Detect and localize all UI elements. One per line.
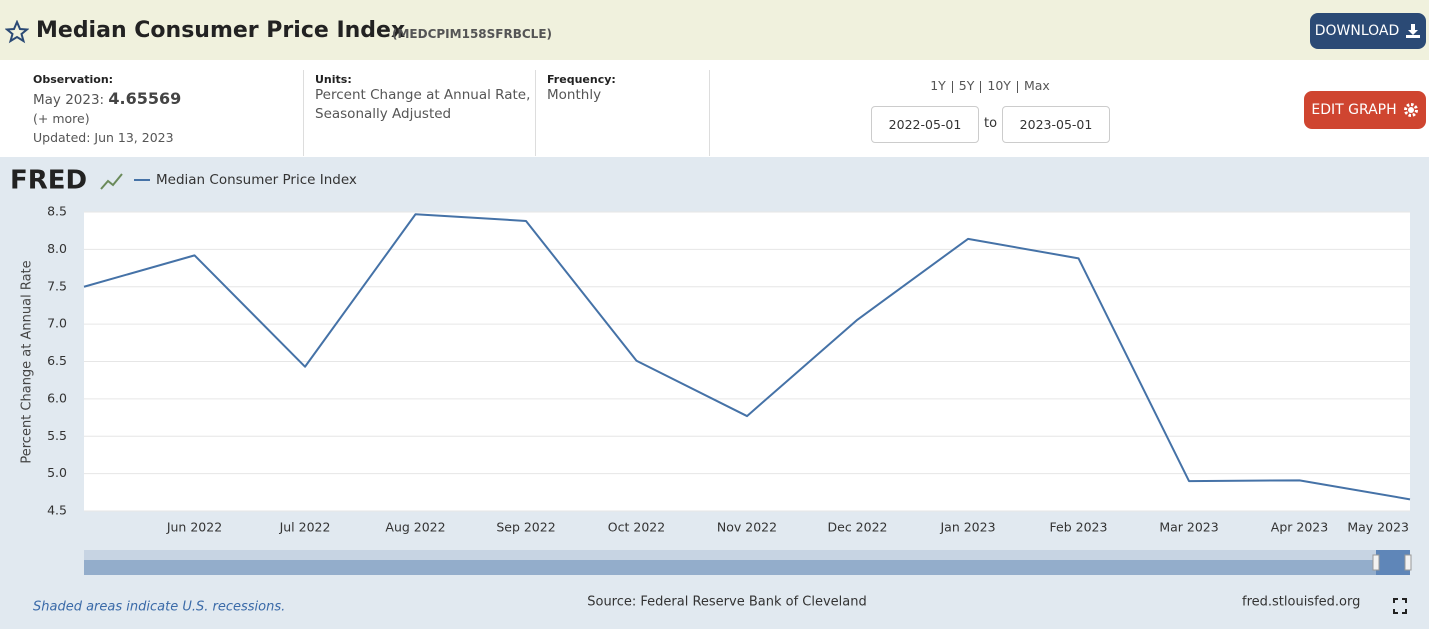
to-label: to bbox=[984, 116, 998, 131]
x-tick-label: Mar 2023 bbox=[1159, 520, 1218, 535]
title: Median Consumer Price Index bbox=[36, 18, 406, 43]
edit-graph-label: EDIT GRAPH bbox=[1311, 102, 1397, 118]
header: Median Consumer Price Index (MEDCPIM158S… bbox=[0, 0, 1429, 60]
x-tick-label: Dec 2022 bbox=[828, 520, 888, 535]
updated: Updated: Jun 13, 2023 bbox=[33, 130, 174, 145]
x-tick-label: Apr 2023 bbox=[1271, 520, 1328, 535]
observation-label: Observation: bbox=[33, 73, 114, 86]
fullscreen-icon[interactable] bbox=[1393, 598, 1407, 614]
series-line bbox=[83, 213, 1411, 501]
download-button[interactable]: DOWNLOAD bbox=[1310, 13, 1426, 49]
units-line: Percent Change at Annual Rate, bbox=[315, 87, 531, 103]
y-tick-label: 5.0 bbox=[47, 465, 67, 480]
frequency: Monthly bbox=[547, 87, 602, 103]
range-links: 1Y 5Y 10Y Max bbox=[870, 78, 1110, 93]
site[interactable]: fred.stlouisfed.org bbox=[1242, 595, 1360, 610]
source: Source: Federal Reserve Bank of Clevelan… bbox=[587, 595, 867, 610]
range-link[interactable]: 5Y bbox=[958, 78, 975, 93]
download-label: DOWNLOAD bbox=[1314, 23, 1400, 39]
range-link[interactable]: 10Y bbox=[987, 78, 1011, 93]
divider bbox=[303, 70, 304, 156]
observation-value: 4.65569 bbox=[108, 89, 182, 108]
x-tick-label: Aug 2022 bbox=[385, 520, 445, 535]
x-tick-label: Jul 2022 bbox=[279, 520, 331, 535]
gear-icon bbox=[1403, 103, 1418, 117]
chart: FRED Percent Change at Annual Rate Shade… bbox=[0, 157, 1429, 629]
range-link[interactable]: Max bbox=[1023, 78, 1050, 93]
y-tick-label: 7.5 bbox=[47, 278, 67, 293]
y-tick-label: 8.5 bbox=[47, 204, 67, 219]
x-tick-label: Oct 2022 bbox=[608, 520, 665, 535]
observation: May 2023: 4.65569 bbox=[33, 89, 181, 110]
units-line: Seasonally Adjusted bbox=[315, 106, 452, 122]
observation-date: May 2023: bbox=[33, 92, 105, 108]
y-tick-label: 7.0 bbox=[47, 316, 67, 331]
y-tick-label: 6.0 bbox=[47, 390, 67, 405]
logo: FRED bbox=[10, 166, 87, 196]
x-tick-label: Sep 2022 bbox=[496, 520, 555, 535]
units-label: Units: bbox=[315, 73, 352, 86]
x-tick-label: Jan 2023 bbox=[939, 520, 995, 535]
x-tick-label: May 2023 bbox=[1347, 520, 1409, 535]
y-axis-title: Percent Change at Annual Rate bbox=[20, 260, 35, 463]
y-tick-label: 8.0 bbox=[47, 241, 67, 256]
y-tick-label: 4.5 bbox=[47, 503, 67, 518]
divider bbox=[709, 70, 710, 156]
range-link[interactable]: 1Y bbox=[930, 78, 946, 93]
x-tick-label: Jun 2022 bbox=[166, 520, 222, 535]
y-tick-label: 6.5 bbox=[47, 353, 67, 368]
logo-icon bbox=[100, 173, 123, 190]
end-date-input[interactable]: 2023-05-01 bbox=[1002, 106, 1110, 143]
star-icon[interactable] bbox=[5, 20, 29, 44]
edit-graph-button[interactable]: EDIT GRAPH bbox=[1304, 91, 1426, 129]
legend-label: Median Consumer Price Index bbox=[156, 172, 357, 188]
x-tick-label: Feb 2023 bbox=[1050, 520, 1108, 535]
x-tick-label: Nov 2022 bbox=[717, 520, 777, 535]
y-tick-label: 5.5 bbox=[47, 428, 67, 443]
navigator-series bbox=[84, 560, 1410, 575]
divider bbox=[535, 70, 536, 156]
navigator-handle[interactable] bbox=[1404, 554, 1412, 571]
frequency-label: Frequency: bbox=[547, 73, 616, 86]
start-date-input[interactable]: 2022-05-01 bbox=[871, 106, 979, 143]
navigator-handle[interactable] bbox=[1372, 554, 1380, 571]
more-link[interactable]: (+ more) bbox=[33, 111, 90, 126]
download-icon bbox=[1406, 24, 1421, 38]
recession-note: Shaded areas indicate U.S. recessions. bbox=[33, 600, 285, 615]
series-id: (MEDCPIM158SFRBCLE) bbox=[392, 27, 553, 41]
navigator-selection[interactable] bbox=[1376, 550, 1410, 575]
